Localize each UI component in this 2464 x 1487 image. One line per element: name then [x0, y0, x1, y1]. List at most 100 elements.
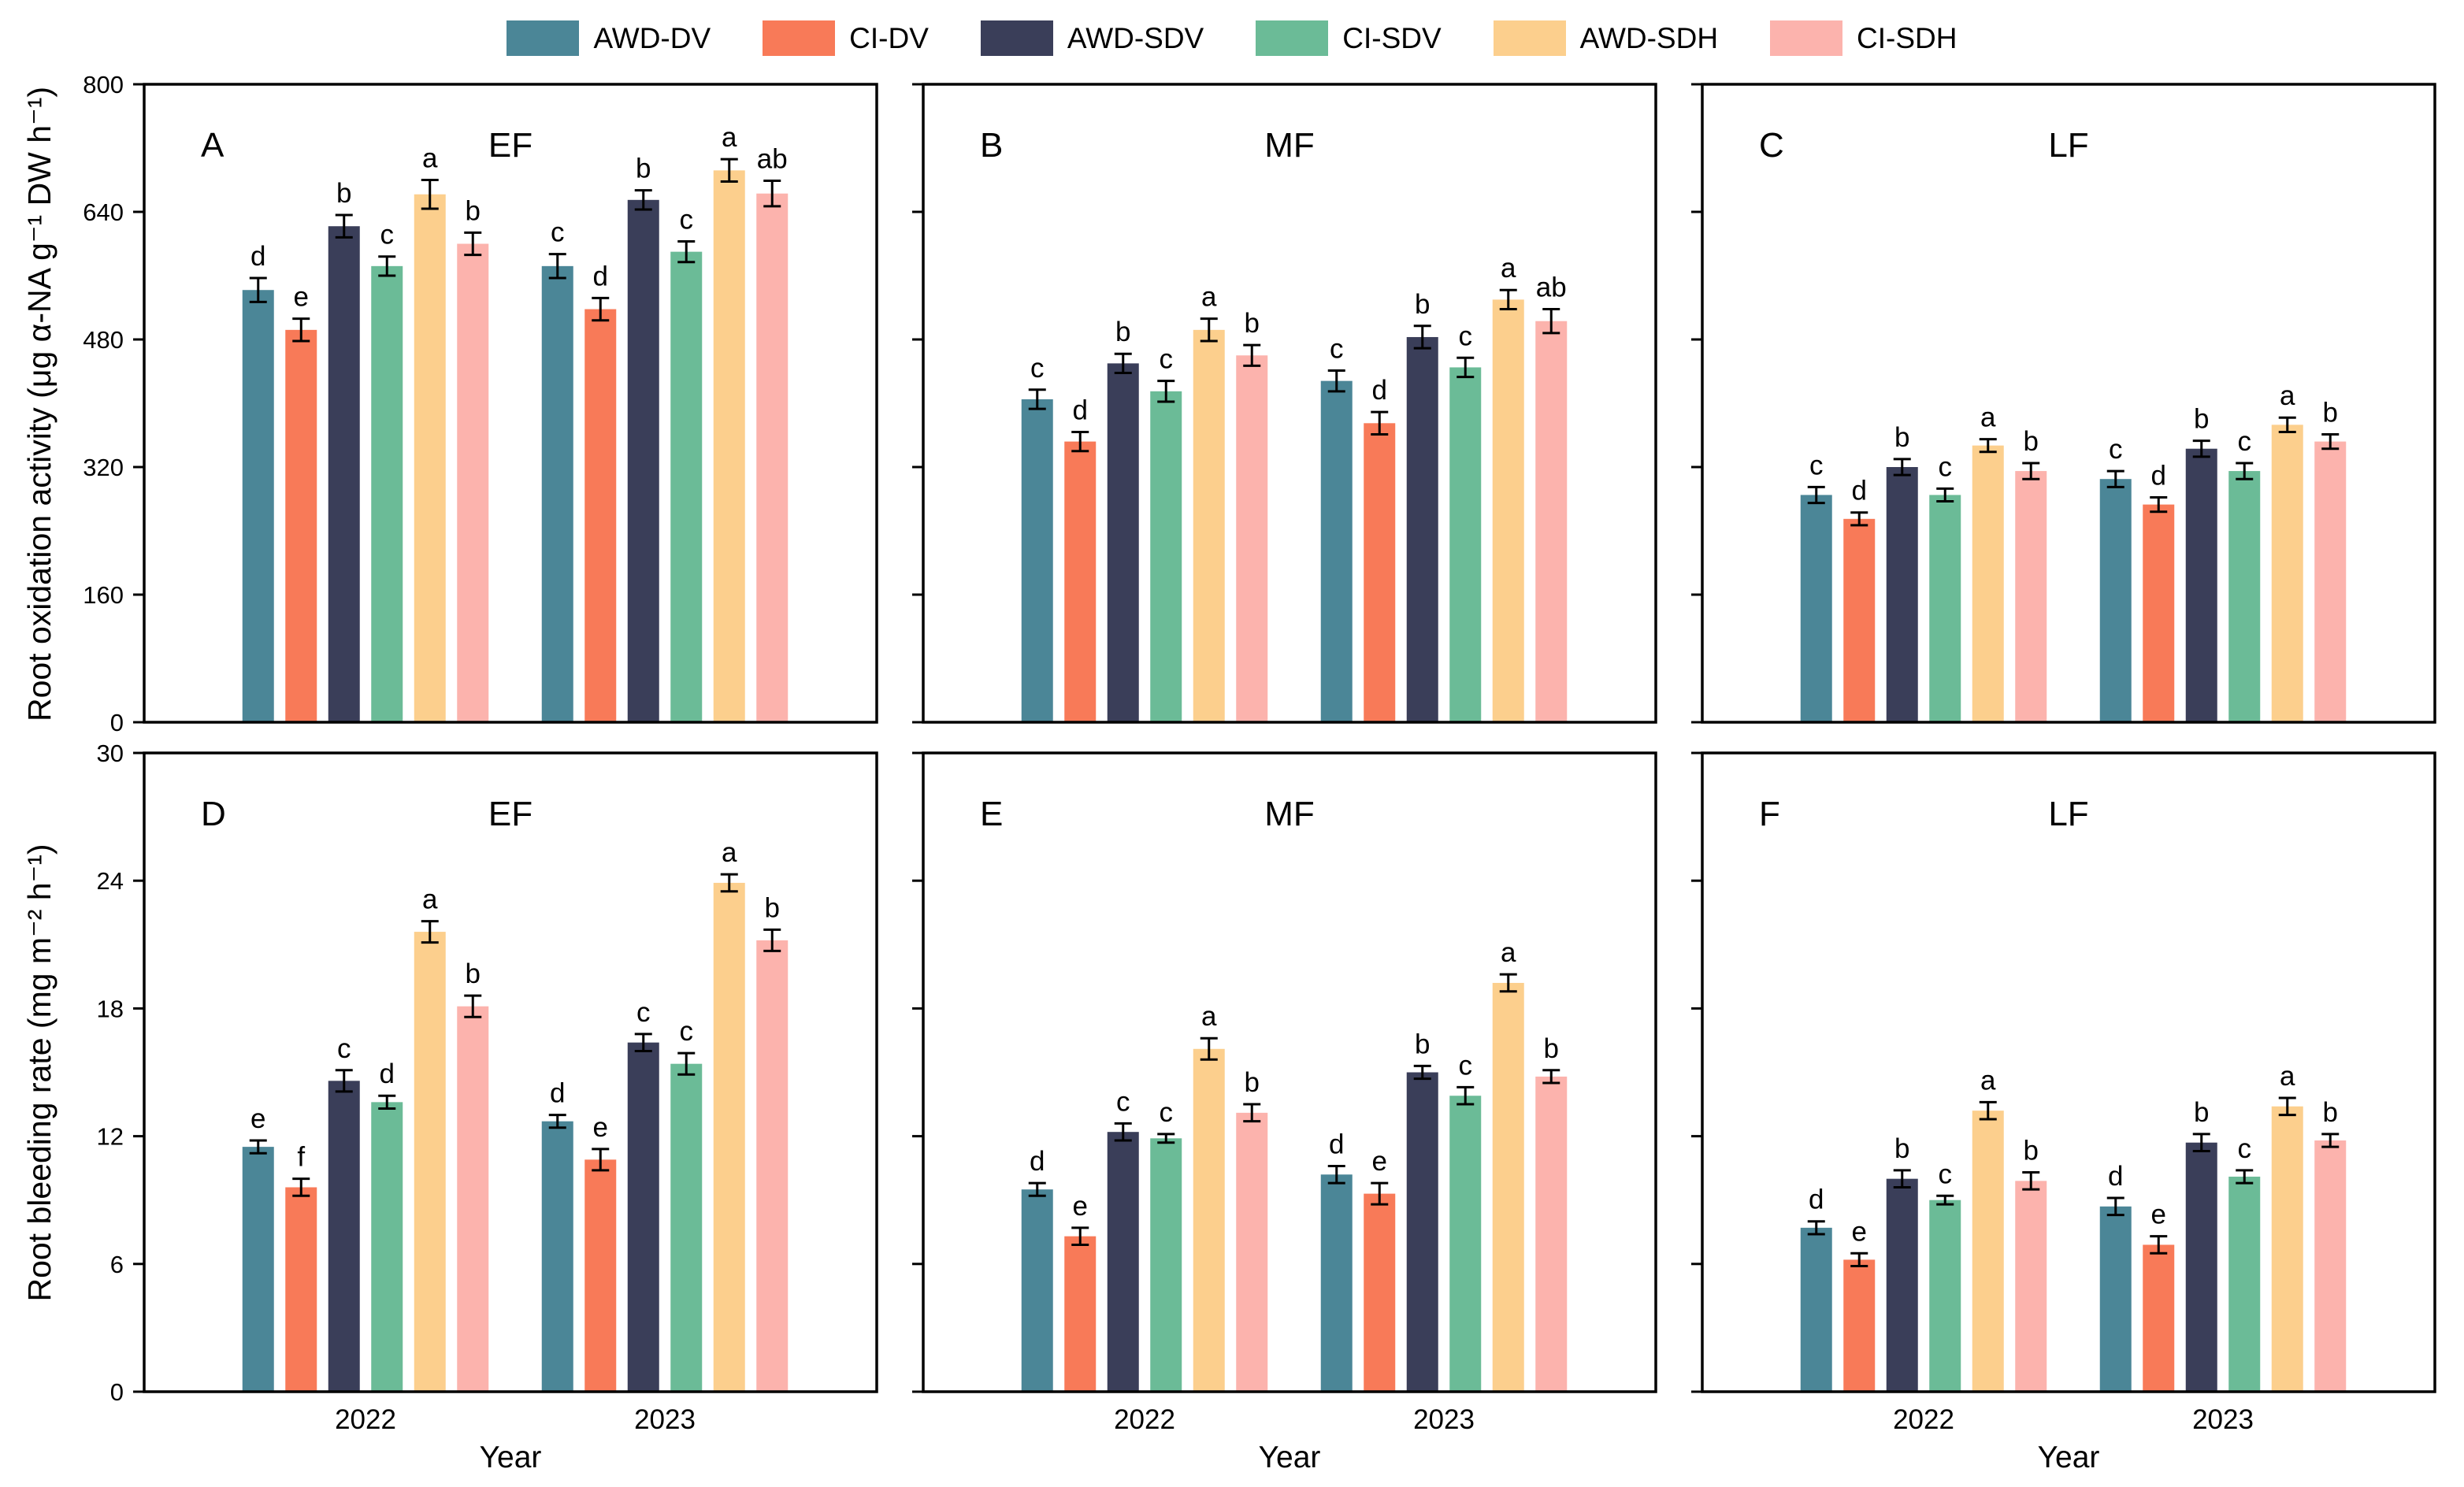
bar-awd-sdh-2023 [2271, 1106, 2303, 1392]
legend-item-ci-sdv: CI-SDV [1256, 20, 1442, 56]
bar-awd-sdv-2022 [328, 226, 360, 723]
bar-awd-sdh-2023 [2271, 425, 2303, 722]
bar-awd-dv-2022 [1800, 1227, 1832, 1392]
bar-ci-dv-2023 [2143, 1244, 2175, 1392]
bar-ci-dv-2022 [1843, 1259, 1876, 1392]
bar-awd-dv-2022 [242, 290, 274, 723]
significance-letter: d [2108, 1161, 2123, 1192]
significance-letter: b [336, 178, 351, 209]
significance-letter: c [1939, 451, 1953, 482]
x-tick-label: 2022 [1893, 1404, 1954, 1435]
significance-letter: c [2238, 426, 2252, 457]
bar-awd-sdv-2022 [1886, 467, 1918, 722]
legend-label: CI-SDV [1342, 22, 1442, 54]
y-tick-label: 6 [110, 1251, 124, 1278]
x-tick-label: 2023 [2192, 1404, 2254, 1435]
legend-swatch-awd-sdh [1493, 20, 1566, 56]
significance-letter: c [636, 997, 651, 1028]
significance-letter: d [1030, 1146, 1045, 1177]
y-tick-label: 640 [83, 198, 124, 226]
bar-awd-sdh-2022 [414, 932, 446, 1392]
bar-awd-sdh-2023 [713, 882, 745, 1392]
panel-border [1701, 83, 2436, 724]
bar-ci-sdv-2022 [371, 265, 403, 723]
legend-item-awd-dv: AWD-DV [507, 20, 711, 56]
bar-ci-sdv-2023 [2228, 471, 2261, 722]
bar-awd-sdh-2023 [1492, 982, 1524, 1392]
significance-letter: d [1809, 1185, 1824, 1215]
significance-letter: c [680, 1016, 694, 1047]
significance-letter: b [1115, 317, 1130, 347]
legend-label: CI-DV [849, 22, 929, 54]
significance-letter: a [1980, 402, 1996, 433]
panel-title: LF [2048, 795, 2088, 833]
significance-letter: b [1415, 1029, 1430, 1059]
bar-ci-sdh-2022 [1236, 355, 1268, 722]
significance-letter: b [1245, 308, 1260, 339]
bar-ci-dv-2023 [2143, 504, 2175, 722]
significance-letter: b [1415, 289, 1430, 320]
panel-letter: F [1759, 795, 1780, 833]
bar-ci-sdv-2022 [1929, 495, 1961, 722]
bar-ci-sdh-2022 [457, 1006, 489, 1392]
legend-swatch-awd-sdv [980, 20, 1053, 56]
significance-letter: c [1459, 1050, 1473, 1081]
bar-ci-sdv-2022 [1929, 1200, 1961, 1392]
panel-letter: A [201, 126, 225, 165]
bar-awd-dv-2022 [1800, 495, 1832, 722]
bar-awd-dv-2023 [541, 265, 573, 723]
bar-ci-sdh-2022 [457, 243, 489, 722]
bar-ci-sdh-2022 [2015, 471, 2047, 722]
bar-ci-sdv-2022 [1150, 391, 1182, 722]
legend-swatch-awd-dv [507, 20, 580, 56]
legend-label: CI-SDH [1857, 22, 1957, 54]
significance-letter: b [1894, 422, 1909, 453]
significance-letter: b [2024, 1136, 2039, 1166]
panel-letter: D [201, 795, 226, 833]
significance-letter: a [1501, 937, 1516, 968]
bar-awd-sdh-2023 [713, 170, 745, 723]
legend-item-awd-sdh: AWD-SDH [1493, 20, 1718, 56]
bar-ci-dv-2022 [1843, 518, 1876, 722]
y-tick-label: 160 [83, 581, 124, 609]
significance-letter: b [2323, 397, 2338, 428]
bar-ci-dv-2022 [1064, 1236, 1097, 1392]
panel-letter: B [980, 126, 1003, 165]
significance-letter: c [1160, 344, 1174, 375]
significance-letter: a [2280, 380, 2295, 411]
significance-letter: c [380, 220, 395, 250]
significance-letter: a [2280, 1061, 2295, 1092]
significance-letter: d [1372, 375, 1387, 406]
legend-item-ci-sdh: CI-SDH [1770, 20, 1957, 56]
significance-letter: a [1201, 1001, 1217, 1032]
significance-letter: d [250, 241, 265, 272]
bar-awd-dv-2022 [242, 1147, 274, 1392]
significance-letter: e [294, 282, 309, 313]
significance-letter: b [2194, 404, 2209, 435]
y-tick-label: 18 [97, 995, 124, 1022]
significance-letter: e [250, 1103, 265, 1134]
bar-ci-sdv-2023 [1449, 1096, 1482, 1392]
significance-letter: d [1852, 476, 1867, 506]
significance-letter: d [550, 1078, 565, 1109]
y-tick-label: 480 [83, 326, 124, 354]
y-tick-label: 24 [97, 867, 124, 895]
significance-letter: c [2238, 1133, 2252, 1164]
bar-awd-dv-2022 [1021, 399, 1053, 722]
significance-letter: a [422, 884, 438, 915]
bar-awd-sdh-2022 [1972, 1111, 2004, 1392]
x-tick-label: 2023 [1413, 1404, 1475, 1435]
bar-awd-sdv-2022 [1107, 1132, 1139, 1392]
significance-letter: b [1544, 1033, 1559, 1064]
significance-letter: c [337, 1033, 351, 1064]
y-tick-label: 320 [83, 454, 124, 481]
bar-awd-sdv-2023 [1406, 336, 1438, 722]
y-tick-label: 800 [83, 71, 124, 98]
legend-swatch-ci-sdh [1770, 20, 1843, 56]
bar-awd-dv-2023 [2099, 1206, 2132, 1392]
significance-letter: c [1116, 1086, 1130, 1117]
